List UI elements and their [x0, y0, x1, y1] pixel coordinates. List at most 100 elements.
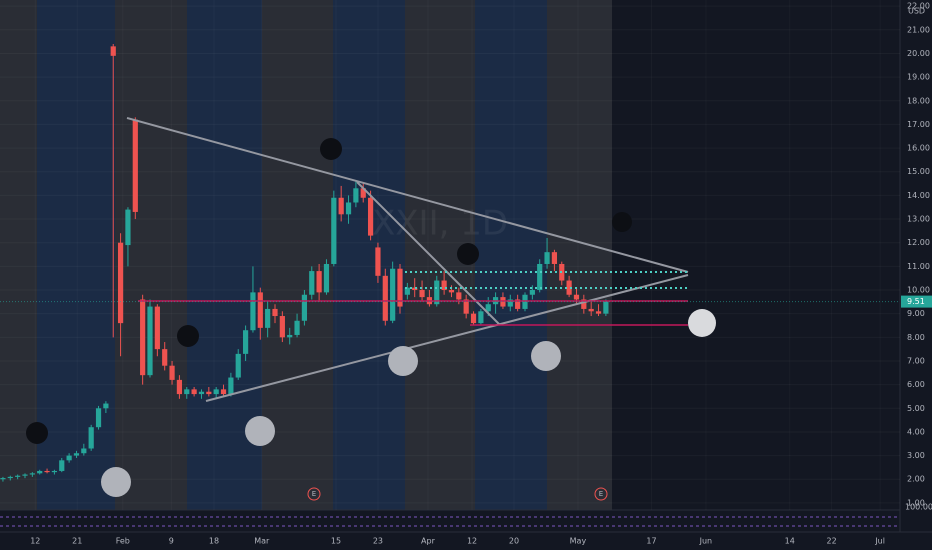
x-tick-label: 22 [827, 537, 837, 546]
candle-body [500, 297, 506, 307]
y-tick-label: 10.00 [907, 286, 930, 295]
candle-body [206, 391, 212, 395]
candle-body [132, 119, 138, 212]
candle-body [51, 470, 58, 473]
candle-body [470, 313, 477, 324]
y-tick-label: 1.00 [907, 498, 925, 507]
candle-body [551, 252, 558, 264]
candle-body [198, 391, 205, 395]
candle-body [316, 271, 322, 293]
x-tick-label: 20 [509, 537, 519, 546]
candle-body [309, 271, 315, 295]
y-tick-label: 2.00 [907, 475, 925, 484]
candle-body [140, 299, 146, 376]
candle-body [117, 242, 124, 324]
candle-body [353, 188, 359, 203]
candle-body [191, 389, 197, 395]
y-tick-label: 13.00 [907, 215, 930, 224]
candle-body [485, 304, 491, 312]
y-tick-label: 11.00 [907, 262, 930, 271]
x-tick-label: 15 [331, 537, 341, 546]
candle-body [566, 280, 572, 295]
candle-body [515, 299, 521, 309]
y-tick-label: 22.00 [907, 2, 930, 11]
candle-body [242, 330, 249, 354]
y-tick-label: 16.00 [907, 144, 930, 153]
candle-body [250, 292, 256, 331]
x-tick-label: 14 [785, 537, 795, 546]
candle-body [220, 389, 227, 395]
candle-body [375, 247, 381, 276]
candle-body [7, 476, 13, 479]
candle-body [507, 299, 513, 307]
x-tick-label: 9 [169, 537, 174, 546]
candle-body [581, 299, 587, 309]
candle-body [228, 377, 234, 395]
candle-body [125, 209, 131, 246]
y-tick-label: 9.00 [907, 309, 925, 318]
candle-body [272, 308, 278, 317]
y-tick-label: 21.00 [907, 25, 930, 34]
candle-body [448, 290, 455, 293]
candle-body [463, 299, 469, 314]
y-tick-label: 4.00 [907, 427, 925, 436]
candle-body [184, 389, 190, 395]
candle-body [588, 308, 594, 312]
x-tick-label: 18 [209, 537, 219, 546]
x-tick-label: Jun [699, 537, 713, 546]
candle-body [176, 379, 183, 395]
candle-body [397, 268, 403, 307]
candle-body [22, 474, 28, 476]
candle-body [323, 263, 330, 293]
x-tick-label: 17 [646, 537, 656, 546]
candle-body [235, 353, 241, 378]
candle-body [412, 287, 418, 291]
y-tick-label: 3.00 [907, 451, 925, 460]
candle-body [213, 389, 219, 395]
x-tick-label: Feb [116, 537, 130, 546]
candle-body [147, 306, 153, 376]
y-tick-label: 6.00 [907, 380, 925, 389]
y-tick-label: 12.00 [907, 238, 930, 247]
watermark: XXII, 1D [372, 204, 508, 244]
candle-body [294, 320, 300, 335]
candle-body [345, 202, 352, 215]
session-bands [0, 0, 932, 533]
candle-body [331, 197, 337, 264]
candle-body [419, 290, 425, 298]
candle-body [95, 408, 102, 428]
candle-body [360, 188, 366, 198]
last-price-tag [901, 295, 932, 308]
candle-body [162, 349, 168, 366]
x-tick-label: 23 [373, 537, 383, 546]
candle-body [257, 292, 263, 328]
candle-body [603, 301, 609, 314]
candle-body [37, 470, 43, 474]
y-tick-label: 17.00 [907, 120, 930, 129]
candle-body [59, 460, 65, 471]
currency: USD [908, 7, 925, 16]
candle-body [595, 311, 602, 314]
candle-body [441, 280, 447, 291]
x-tick-label: Jul [874, 537, 885, 546]
candle-body [154, 306, 160, 350]
last-price-label: 9.51 [907, 297, 925, 306]
candle-body [73, 453, 80, 456]
candle-body [66, 455, 72, 461]
candle-body [434, 280, 440, 305]
y-tick-label: 5.00 [907, 404, 925, 413]
y-tick-label: 7.00 [907, 356, 925, 365]
x-tick-label: 21 [72, 537, 82, 546]
x-tick-label: 12 [30, 537, 40, 546]
y-tick-label: 20.00 [907, 49, 930, 58]
candle-body [44, 470, 50, 473]
candle-body [81, 448, 87, 454]
x-tick-label: Mar [254, 537, 270, 546]
x-tick-label: 12 [467, 537, 477, 546]
candle-body [573, 294, 580, 300]
indicator-label: 100.00 [905, 503, 932, 512]
candle-body [338, 197, 344, 215]
candle-body [456, 292, 462, 300]
candle-body [287, 334, 293, 338]
